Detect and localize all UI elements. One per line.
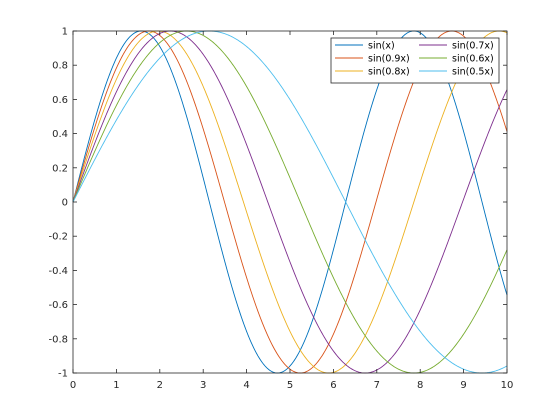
legend-label-3: sin(0.7x) bbox=[452, 41, 494, 52]
x-tick-label: 10 bbox=[501, 380, 514, 391]
x-tick-label: 8 bbox=[417, 380, 423, 391]
x-tick-label: 1 bbox=[113, 380, 119, 391]
series-line-5 bbox=[72, 30, 508, 374]
x-tick-label: 5 bbox=[287, 380, 293, 391]
x-tick-label: 9 bbox=[460, 380, 466, 391]
x-tick-label: 4 bbox=[243, 380, 249, 391]
y-tick-label: 1 bbox=[62, 27, 68, 38]
y-tick-label: 0.4 bbox=[52, 129, 68, 140]
legend-label-4: sin(0.6x) bbox=[452, 54, 494, 65]
y-tick-label: 0.2 bbox=[52, 163, 68, 174]
x-tick-label: 3 bbox=[200, 380, 206, 391]
legend-label-0: sin(x) bbox=[368, 41, 395, 52]
legend-label-1: sin(0.9x) bbox=[368, 54, 410, 65]
x-tick-label: 6 bbox=[330, 380, 336, 391]
legend-label-5: sin(0.5x) bbox=[452, 67, 494, 78]
series-line-2 bbox=[72, 30, 508, 374]
y-tick-label: -0.6 bbox=[48, 300, 68, 311]
y-tick-label: -0.8 bbox=[48, 334, 68, 345]
series-line-4 bbox=[72, 30, 508, 374]
y-tick-label: -0.4 bbox=[48, 266, 68, 277]
series-line-3 bbox=[72, 30, 508, 374]
y-tick-label: 0.6 bbox=[52, 95, 68, 106]
axes-layer: 0 1 2 3 4 5 6 7 8 9 10 -1 -0.8 -0.6 -0.4 -0.2 0 0.2 0.4 0.6… bbox=[48, 27, 513, 392]
legend-label-2: sin(0.8x) bbox=[368, 67, 410, 78]
y-tick-label: 0 bbox=[62, 198, 68, 209]
y-tick-label: 0.8 bbox=[52, 61, 68, 72]
legend: sin(x) sin(0.9x) sin(0.8x) sin(0.7x) sin(0.6… bbox=[330, 37, 500, 84]
y-tick-label: -0.2 bbox=[48, 232, 68, 243]
plot-background bbox=[73, 31, 507, 373]
y-tick-label: -1 bbox=[58, 369, 68, 380]
x-tick-label: 7 bbox=[374, 380, 380, 391]
x-tick-label: 2 bbox=[157, 380, 163, 391]
x-tick-label: 0 bbox=[70, 380, 76, 391]
